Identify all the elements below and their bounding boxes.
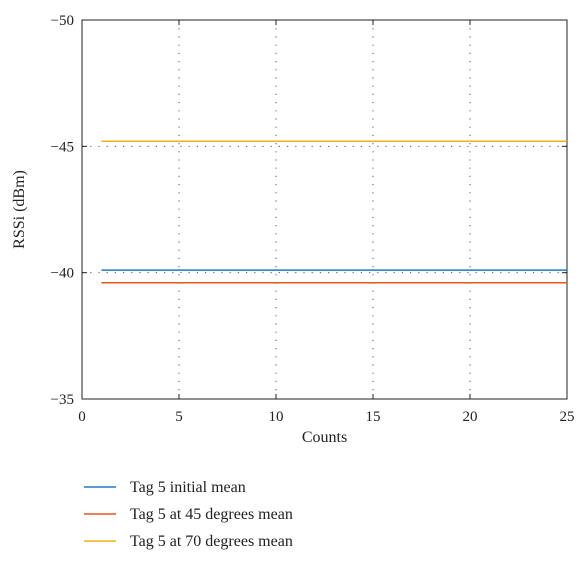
- y-tick-label: −35: [51, 392, 74, 408]
- x-tick-label: 5: [175, 409, 183, 425]
- x-tick-label: 25: [560, 409, 575, 425]
- y-tick-label: −50: [51, 13, 74, 29]
- series-layer: [101, 140, 567, 284]
- x-tick-label: 0: [78, 409, 86, 425]
- legend-label-2: Tag 5 at 45 degrees mean: [130, 506, 293, 523]
- y-tick-label: −45: [51, 139, 74, 155]
- x-axis-label: Counts: [302, 429, 347, 446]
- x-tick-label: 20: [463, 409, 478, 425]
- plot-frame: [81, 19, 568, 400]
- legend-label-3: Tag 5 at 70 degrees mean: [130, 533, 293, 550]
- tick-layer: 0 5 10 15 20 25 −50 −45 −40 −35: [51, 13, 575, 425]
- y-tick-label: −40: [51, 266, 74, 282]
- x-tick-label: 15: [366, 409, 381, 425]
- legend: Tag 5 initial mean Tag 5 at 45 degrees me…: [84, 479, 293, 550]
- y-axis-label: RSSi (dBm): [11, 170, 28, 249]
- grid-layer: [82, 20, 567, 399]
- x-tick-label: 10: [269, 409, 284, 425]
- legend-label-1: Tag 5 initial mean: [130, 479, 246, 496]
